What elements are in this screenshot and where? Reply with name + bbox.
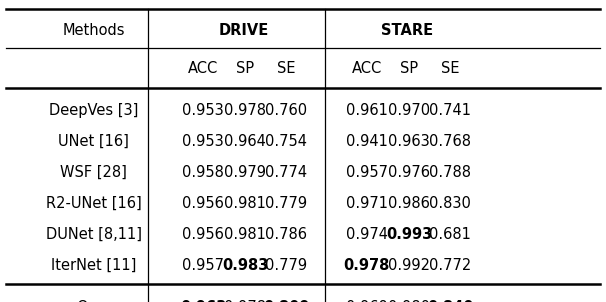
Text: SP: SP bbox=[236, 61, 255, 76]
Text: 0.980: 0.980 bbox=[388, 300, 430, 302]
Text: 0.978: 0.978 bbox=[224, 103, 267, 118]
Text: 0.964: 0.964 bbox=[224, 134, 267, 149]
Text: 0.976: 0.976 bbox=[388, 165, 430, 180]
Text: 0.993: 0.993 bbox=[386, 227, 432, 242]
Text: 0.981: 0.981 bbox=[224, 227, 267, 242]
Text: IterNet [11]: IterNet [11] bbox=[52, 258, 136, 273]
Text: 0.681: 0.681 bbox=[429, 227, 471, 242]
Text: 0.956: 0.956 bbox=[182, 227, 224, 242]
Text: 0.957: 0.957 bbox=[182, 258, 224, 273]
Text: 0.760: 0.760 bbox=[265, 103, 307, 118]
Text: SP: SP bbox=[400, 61, 418, 76]
Text: 0.978: 0.978 bbox=[344, 258, 390, 273]
Text: Methods: Methods bbox=[62, 23, 125, 38]
Text: DUNet [8,11]: DUNet [8,11] bbox=[46, 227, 142, 242]
Text: 0.786: 0.786 bbox=[265, 227, 307, 242]
Text: 0.963: 0.963 bbox=[180, 300, 226, 302]
Text: 0.983: 0.983 bbox=[222, 258, 268, 273]
Text: 0.986: 0.986 bbox=[388, 196, 430, 211]
Text: 0.971: 0.971 bbox=[345, 196, 388, 211]
Text: SE: SE bbox=[441, 61, 459, 76]
Text: 0.830: 0.830 bbox=[429, 196, 471, 211]
Text: 0.956: 0.956 bbox=[182, 196, 224, 211]
Text: 0.809: 0.809 bbox=[263, 300, 309, 302]
Text: 0.754: 0.754 bbox=[265, 134, 307, 149]
Text: DRIVE: DRIVE bbox=[219, 23, 269, 38]
Text: 0.978: 0.978 bbox=[224, 300, 267, 302]
Text: 0.970: 0.970 bbox=[388, 103, 430, 118]
Text: 0.969: 0.969 bbox=[345, 300, 388, 302]
Text: 0.779: 0.779 bbox=[265, 258, 307, 273]
Text: SE: SE bbox=[277, 61, 295, 76]
Text: 0.840: 0.840 bbox=[427, 300, 473, 302]
Text: 0.957: 0.957 bbox=[345, 165, 388, 180]
Text: ACC: ACC bbox=[188, 61, 218, 76]
Text: ACC: ACC bbox=[351, 61, 382, 76]
Text: STARE: STARE bbox=[381, 23, 433, 38]
Text: 0.953: 0.953 bbox=[182, 103, 224, 118]
Text: UNet [16]: UNet [16] bbox=[59, 134, 129, 149]
Text: 0.961: 0.961 bbox=[345, 103, 388, 118]
Text: 0.958: 0.958 bbox=[182, 165, 224, 180]
Text: 0.768: 0.768 bbox=[429, 134, 471, 149]
Text: 0.772: 0.772 bbox=[429, 258, 471, 273]
Text: WSF [28]: WSF [28] bbox=[61, 165, 127, 180]
Text: 0.963: 0.963 bbox=[388, 134, 430, 149]
Text: 0.992: 0.992 bbox=[388, 258, 430, 273]
Text: 0.741: 0.741 bbox=[429, 103, 471, 118]
Text: 0.953: 0.953 bbox=[182, 134, 224, 149]
Text: R2-UNet [16]: R2-UNet [16] bbox=[46, 196, 142, 211]
Text: Ours: Ours bbox=[76, 300, 112, 302]
Text: 0.974: 0.974 bbox=[345, 227, 388, 242]
Text: 0.979: 0.979 bbox=[224, 165, 267, 180]
Text: 0.941: 0.941 bbox=[345, 134, 388, 149]
Text: 0.981: 0.981 bbox=[224, 196, 267, 211]
Text: 0.788: 0.788 bbox=[429, 165, 471, 180]
Text: DeepVes [3]: DeepVes [3] bbox=[49, 103, 139, 118]
Text: 0.774: 0.774 bbox=[265, 165, 307, 180]
Text: 0.779: 0.779 bbox=[265, 196, 307, 211]
